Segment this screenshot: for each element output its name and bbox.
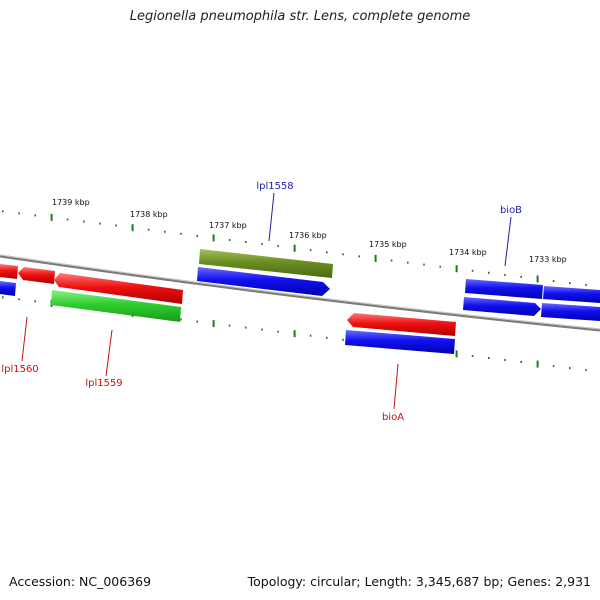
scale-dot xyxy=(196,320,198,323)
scale-dot xyxy=(569,282,571,285)
accession-label: Accession: NC_006369 xyxy=(9,574,152,589)
gene-feature-green-lpl1559[interactable] xyxy=(51,290,181,322)
tick-label-1734: 1734 kbp xyxy=(449,248,487,257)
scale-dot xyxy=(504,273,506,276)
gene-label-bioB[interactable]: bioB xyxy=(500,205,522,216)
scale-dot xyxy=(2,296,4,299)
scale-dot xyxy=(245,326,247,329)
scale-dot xyxy=(309,334,312,337)
scale-dot xyxy=(196,234,198,237)
scale-dot xyxy=(245,241,247,243)
scale-dot xyxy=(34,214,36,217)
scale-dot xyxy=(471,269,474,272)
tick-label-1735: 1735 kbp xyxy=(369,240,407,249)
scale-dot xyxy=(261,328,263,331)
scale-major-tick xyxy=(455,350,458,358)
gene-feature-blue-forward-2[interactable] xyxy=(465,279,543,299)
scale-major-tick xyxy=(293,330,296,338)
scale-dot xyxy=(326,336,328,339)
leader-bioA xyxy=(393,363,399,410)
topology-summary: Topology: circular; Length: 3,345,687 bp… xyxy=(247,574,591,589)
leader-lpl1560 xyxy=(21,316,28,362)
leader-lpl1558 xyxy=(268,192,275,242)
scale-dot xyxy=(147,228,150,231)
map-title: Legionella pneumophila str. Lens, comple… xyxy=(129,9,471,24)
gene-feature-blue-forward-5[interactable] xyxy=(541,303,600,321)
gene-feature-red-lpl1560a[interactable] xyxy=(0,264,18,279)
scale-dot xyxy=(439,265,441,268)
gene-feature-blue-forward-3[interactable] xyxy=(543,286,600,303)
scale-dot xyxy=(520,361,522,363)
gene-feature-blue-bioA[interactable] xyxy=(345,330,455,354)
gene-feature-red-bioA[interactable] xyxy=(347,313,456,336)
scale-dot xyxy=(2,210,4,213)
gene-feature-blue-forward-1[interactable] xyxy=(197,267,330,296)
scale-dot xyxy=(83,220,85,223)
scale-major-tick xyxy=(50,213,53,221)
scale-dot xyxy=(471,355,474,357)
scale-major-tick xyxy=(212,234,215,242)
gene-feature-red-lpl1559[interactable] xyxy=(54,273,183,304)
gene-label-lpl1560[interactable]: lpl1560 xyxy=(1,364,38,375)
tick-label-1739: 1739 kbp xyxy=(52,198,90,207)
chromosome-backbone-highlight xyxy=(0,254,600,330)
scale-dot xyxy=(423,263,425,266)
chromosome-backbone xyxy=(0,254,600,332)
scale-major-tick xyxy=(536,275,539,283)
scale-major-tick xyxy=(536,360,539,368)
tick-label-1733: 1733 kbp xyxy=(529,255,567,264)
scale-dot xyxy=(309,249,312,252)
scale-dot xyxy=(390,259,393,262)
gene-label-bioA[interactable]: bioA xyxy=(382,412,404,423)
scale-dot xyxy=(34,300,36,303)
scale-dot xyxy=(180,232,182,235)
scale-dot xyxy=(342,253,344,256)
scale-dot xyxy=(520,275,522,278)
scale-dot xyxy=(261,243,263,246)
scale-major-tick xyxy=(293,244,296,252)
gene-label-lpl1559[interactable]: lpl1559 xyxy=(85,378,122,389)
leader-bioB xyxy=(504,216,512,267)
scale-dot xyxy=(180,318,182,321)
scale-dot xyxy=(488,357,490,359)
outer-scale-track xyxy=(2,210,587,287)
scale-dot xyxy=(488,271,490,274)
scale-major-tick xyxy=(212,320,215,328)
scale-dot xyxy=(569,367,571,370)
scale-dot xyxy=(66,218,69,221)
scale-major-tick xyxy=(455,265,458,273)
scale-dot xyxy=(342,338,344,341)
scale-dot xyxy=(358,255,360,258)
scale-dot xyxy=(326,251,328,254)
scale-dot xyxy=(585,284,587,287)
scale-dot xyxy=(164,230,166,233)
scale-dot xyxy=(228,324,231,327)
scale-dot xyxy=(552,365,555,368)
scale-dot xyxy=(99,222,101,225)
scale-major-tick xyxy=(374,254,377,262)
scale-dot xyxy=(115,224,117,227)
scale-dot xyxy=(504,359,506,361)
gene-feature-blue-left[interactable] xyxy=(0,281,16,296)
gene-feature-red-reverse-2[interactable] xyxy=(18,267,55,284)
scale-dot xyxy=(18,298,20,301)
scale-dot xyxy=(277,245,279,248)
tick-label-1738: 1738 kbp xyxy=(130,210,168,219)
tick-label-1736: 1736 kbp xyxy=(289,231,327,240)
scale-dot xyxy=(585,369,587,372)
tick-label-1737: 1737 kbp xyxy=(209,221,247,230)
scale-dot xyxy=(552,280,555,282)
scale-dot xyxy=(277,330,279,333)
scale-major-tick xyxy=(131,224,134,232)
gene-feature-blue-forward-4[interactable] xyxy=(463,297,541,316)
gene-feature-olive[interactable] xyxy=(199,249,333,278)
scale-dot xyxy=(228,239,231,241)
leader-lpl1559 xyxy=(105,329,113,377)
gene-label-lpl1558[interactable]: lpl1558 xyxy=(256,181,293,192)
scale-dot xyxy=(407,261,409,264)
scale-dot xyxy=(18,212,20,215)
